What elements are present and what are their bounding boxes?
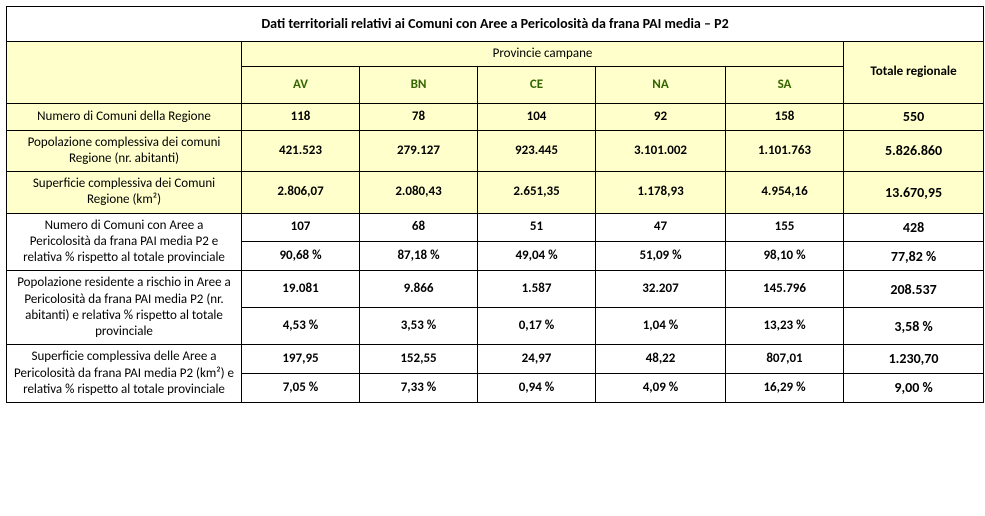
cell: 1.178,93	[596, 172, 726, 214]
cell: 7,33 %	[360, 374, 478, 403]
col-head-av: AV	[242, 66, 360, 103]
table-row: Popolazione complessiva dei comuni Regio…	[7, 130, 984, 172]
col-head-na: NA	[596, 66, 726, 103]
row-label: Numero di Comuni con Aree a Pericolosità…	[7, 213, 242, 271]
table-row: Numero di Comuni della Regione 118 78 10…	[7, 104, 984, 131]
total-cell: 3,58 %	[844, 308, 984, 345]
cell: 3,53 %	[360, 308, 478, 345]
cell: 923.445	[478, 130, 596, 172]
cell: 90,68 %	[242, 242, 360, 271]
cell: 4.954,16	[726, 172, 844, 214]
row-label: Numero di Comuni della Regione	[7, 104, 242, 131]
col-head-ce: CE	[478, 66, 596, 103]
cell: 0,17 %	[478, 308, 596, 345]
col-head-sa: SA	[726, 66, 844, 103]
row-label: Popolazione complessiva dei comuni Regio…	[7, 130, 242, 172]
total-cell: 9,00 %	[844, 374, 984, 403]
cell: 98,10 %	[726, 242, 844, 271]
row-label: Superficie complessiva delle Aree a Peri…	[7, 345, 242, 403]
territorial-data-table: Dati territoriali relativi ai Comuni con…	[6, 6, 984, 403]
cell: 197,95	[242, 345, 360, 374]
table-row: Superficie complessiva delle Aree a Peri…	[7, 345, 984, 374]
cell: 421.523	[242, 130, 360, 172]
cell: 87,18 %	[360, 242, 478, 271]
cell: 78	[360, 104, 478, 131]
table-row: Numero di Comuni con Aree a Pericolosità…	[7, 213, 984, 242]
cell: 51,09 %	[596, 242, 726, 271]
cell: 107	[242, 213, 360, 242]
cell: 92	[596, 104, 726, 131]
col-head-bn: BN	[360, 66, 478, 103]
cell: 3.101.002	[596, 130, 726, 172]
cell: 2.806,07	[242, 172, 360, 214]
total-cell: 550	[844, 104, 984, 131]
cell: 1.101.763	[726, 130, 844, 172]
cell: 51	[478, 213, 596, 242]
cell: 145.796	[726, 271, 844, 308]
cell: 279.127	[360, 130, 478, 172]
table-row: Superficie complessiva dei Comuni Region…	[7, 172, 984, 214]
table-row: Popolazione residente a rischio in Aree …	[7, 271, 984, 308]
cell: 9.866	[360, 271, 478, 308]
total-cell: 13.670,95	[844, 172, 984, 214]
cell: 807,01	[726, 345, 844, 374]
cell: 19.081	[242, 271, 360, 308]
cell: 68	[360, 213, 478, 242]
total-cell: 208.537	[844, 271, 984, 308]
cell: 118	[242, 104, 360, 131]
cell: 1.587	[478, 271, 596, 308]
cell: 158	[726, 104, 844, 131]
cell: 0,94 %	[478, 374, 596, 403]
cell: 2.080,43	[360, 172, 478, 214]
cell: 4,09 %	[596, 374, 726, 403]
cell: 13,23 %	[726, 308, 844, 345]
total-cell: 77,82 %	[844, 242, 984, 271]
cell: 104	[478, 104, 596, 131]
total-cell: 1.230,70	[844, 345, 984, 374]
row-label: Superficie complessiva dei Comuni Region…	[7, 172, 242, 214]
total-header: Totale regionale	[844, 41, 984, 104]
cell: 4,53 %	[242, 308, 360, 345]
cell: 32.207	[596, 271, 726, 308]
total-cell: 428	[844, 213, 984, 242]
provinces-group-header: Provincie campane	[242, 41, 844, 66]
cell: 49,04 %	[478, 242, 596, 271]
cell: 24,97	[478, 345, 596, 374]
cell: 1,04 %	[596, 308, 726, 345]
cell: 47	[596, 213, 726, 242]
row-label: Popolazione residente a rischio in Aree …	[7, 271, 242, 345]
cell: 2.651,35	[478, 172, 596, 214]
cell: 16,29 %	[726, 374, 844, 403]
header-blank	[7, 41, 242, 104]
title-row: Dati territoriali relativi ai Comuni con…	[7, 7, 984, 42]
cell: 155	[726, 213, 844, 242]
cell: 7,05 %	[242, 374, 360, 403]
cell: 48,22	[596, 345, 726, 374]
header-row-1: Provincie campane Totale regionale	[7, 41, 984, 66]
cell: 152,55	[360, 345, 478, 374]
table-title: Dati territoriali relativi ai Comuni con…	[7, 7, 984, 42]
total-cell: 5.826.860	[844, 130, 984, 172]
